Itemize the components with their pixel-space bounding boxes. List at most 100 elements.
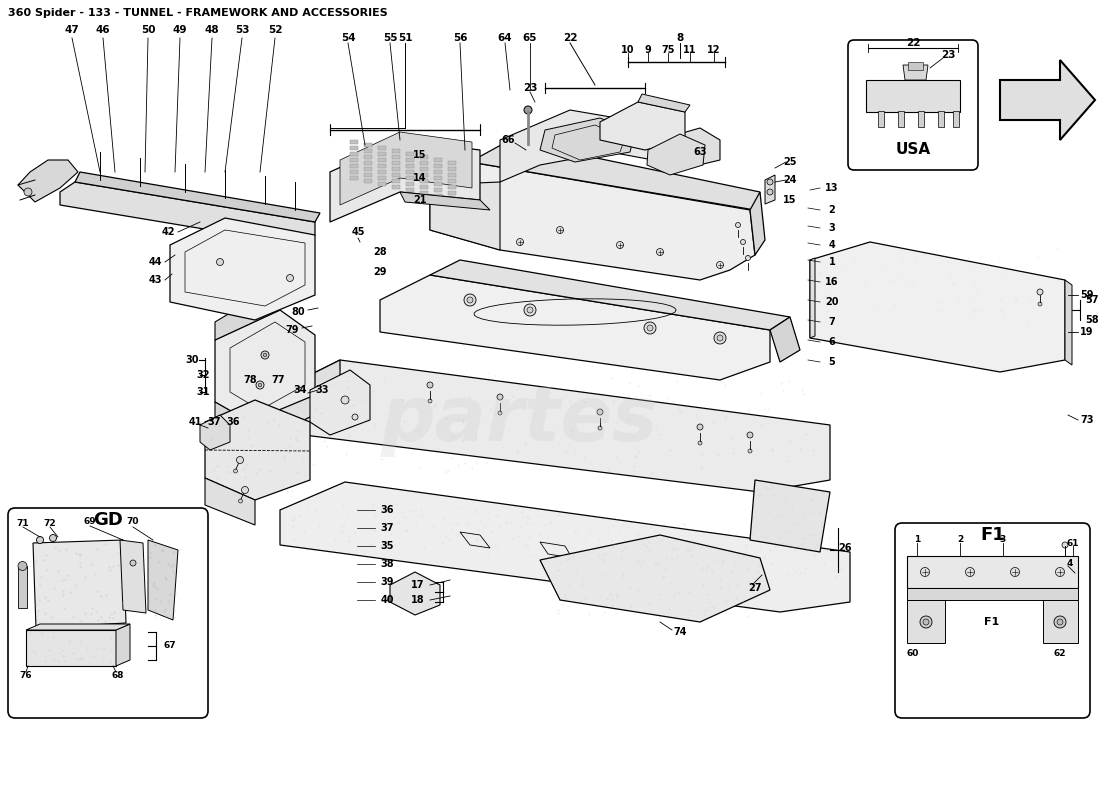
Text: 58: 58 [1085, 315, 1099, 325]
Bar [350, 158, 358, 162]
Bar [420, 155, 428, 159]
Text: 37: 37 [381, 523, 394, 533]
Text: 80: 80 [292, 307, 305, 317]
Bar [420, 185, 428, 189]
Polygon shape [908, 588, 1078, 600]
Polygon shape [26, 630, 116, 666]
Polygon shape [116, 624, 130, 666]
Polygon shape [170, 218, 315, 320]
Polygon shape [500, 110, 680, 182]
Circle shape [767, 189, 773, 195]
Circle shape [50, 534, 56, 542]
Bar [364, 173, 372, 177]
Text: 64: 64 [497, 33, 513, 43]
Text: 20: 20 [825, 297, 838, 307]
Circle shape [920, 616, 932, 628]
Circle shape [233, 469, 238, 473]
Text: 35: 35 [381, 541, 394, 551]
Text: 66: 66 [502, 135, 515, 145]
Bar [392, 179, 400, 183]
Text: 60: 60 [906, 649, 920, 658]
Polygon shape [470, 140, 760, 210]
Text: 19: 19 [1080, 327, 1093, 337]
Bar [938, 111, 944, 127]
Bar [392, 173, 400, 177]
Bar [434, 170, 442, 174]
Circle shape [239, 499, 242, 503]
Text: 4: 4 [1067, 558, 1074, 567]
Text: 26: 26 [838, 543, 851, 553]
Circle shape [256, 381, 264, 389]
Text: 45: 45 [351, 227, 365, 237]
Polygon shape [866, 80, 960, 112]
Text: 22: 22 [905, 38, 921, 48]
Bar [350, 146, 358, 150]
Polygon shape [205, 478, 255, 525]
Polygon shape [1043, 600, 1078, 643]
Text: 24: 24 [783, 175, 796, 185]
Circle shape [748, 449, 752, 453]
Bar [350, 152, 358, 156]
Polygon shape [540, 535, 770, 622]
Circle shape [286, 274, 294, 282]
Text: 71: 71 [16, 518, 30, 527]
Bar [378, 176, 386, 180]
Bar [898, 111, 904, 127]
Text: 61: 61 [1067, 538, 1079, 547]
Polygon shape [903, 65, 928, 80]
Bar [392, 185, 400, 189]
Polygon shape [280, 360, 830, 492]
Text: 28: 28 [373, 247, 387, 257]
Circle shape [217, 258, 223, 266]
Polygon shape [120, 540, 146, 613]
Text: 42: 42 [162, 227, 175, 237]
Bar [378, 146, 386, 150]
Polygon shape [60, 182, 315, 245]
Circle shape [717, 335, 723, 341]
Bar [908, 62, 923, 70]
Text: 72: 72 [44, 518, 56, 527]
Text: 63: 63 [693, 147, 706, 157]
Circle shape [263, 354, 267, 357]
Bar [406, 164, 414, 168]
Circle shape [524, 304, 536, 316]
Text: 50: 50 [141, 25, 155, 35]
Text: 44: 44 [148, 257, 162, 267]
Circle shape [517, 238, 524, 246]
Text: 29: 29 [373, 267, 387, 277]
Text: 23: 23 [940, 50, 955, 60]
Text: 34: 34 [294, 385, 307, 395]
Polygon shape [430, 182, 500, 250]
Text: 52: 52 [267, 25, 283, 35]
Polygon shape [647, 134, 705, 175]
Text: 14: 14 [414, 173, 427, 183]
Text: 11: 11 [683, 45, 696, 55]
Circle shape [1062, 542, 1068, 548]
Bar [392, 161, 400, 165]
Text: 59: 59 [1080, 290, 1093, 300]
Bar [420, 191, 428, 195]
Circle shape [767, 179, 773, 185]
Bar [953, 111, 959, 127]
Text: 2: 2 [828, 205, 835, 215]
Bar [378, 164, 386, 168]
Polygon shape [1065, 280, 1072, 365]
Circle shape [747, 432, 754, 438]
Text: GD: GD [94, 511, 123, 529]
Text: 31: 31 [196, 387, 210, 397]
Text: 33: 33 [316, 385, 329, 395]
Circle shape [341, 396, 349, 404]
Polygon shape [205, 400, 310, 500]
Circle shape [716, 262, 724, 269]
Text: 69: 69 [84, 518, 97, 526]
Circle shape [36, 537, 44, 543]
Bar [448, 161, 456, 165]
Text: 21: 21 [414, 195, 427, 205]
Polygon shape [750, 480, 830, 552]
Polygon shape [280, 482, 850, 612]
Polygon shape [148, 540, 178, 620]
Text: partes: partes [382, 383, 659, 457]
Bar [378, 170, 386, 174]
Text: USA: USA [895, 142, 931, 158]
Bar [364, 143, 372, 147]
